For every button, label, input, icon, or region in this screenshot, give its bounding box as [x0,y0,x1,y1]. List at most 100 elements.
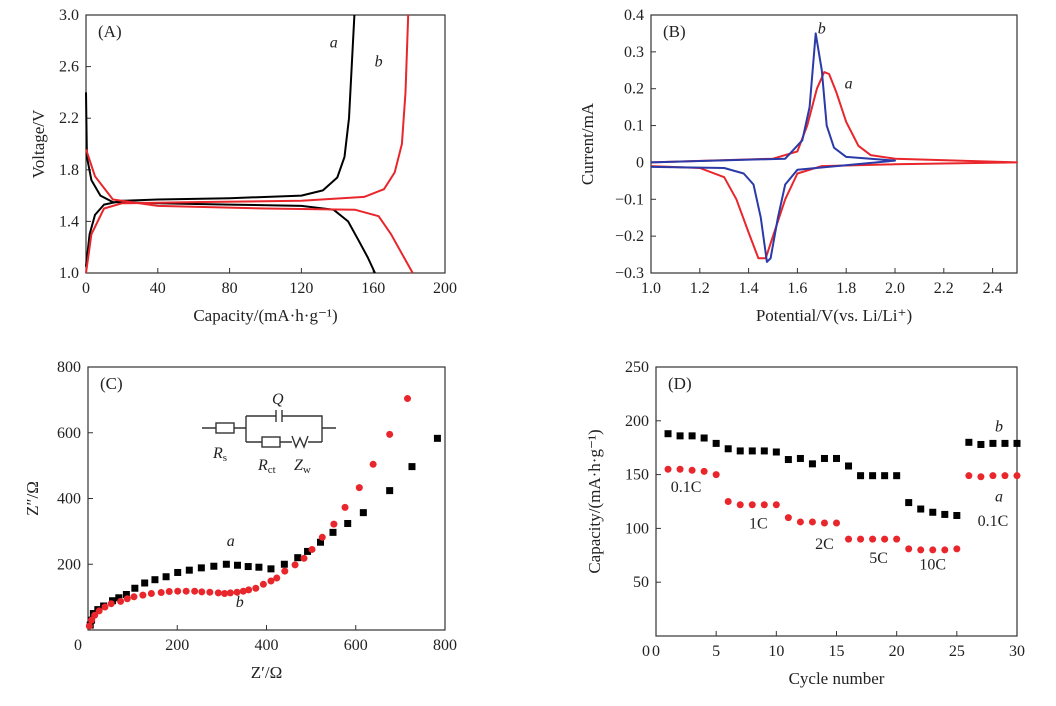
data-point-a [772,501,780,509]
series-line-b [85,148,414,274]
data-point-a [881,535,889,543]
data-point-a [233,561,241,569]
data-point-b [198,588,206,596]
y-tick-label: 0.2 [624,81,644,98]
resistor-rct [261,436,281,448]
label-zw: Zw [294,457,311,476]
data-point-b [724,445,732,453]
data-point-a [845,535,853,543]
data-point-a [267,565,275,573]
y-tick-label: 0.4 [624,7,644,24]
y-tick-label: 0.1 [624,118,644,135]
annotation: 0.1C [671,479,702,496]
annotation: 5C [869,550,888,567]
data-point-a [929,546,937,554]
x-tick-label: 0 [652,643,660,660]
data-point-b [989,439,997,447]
x-tick-label: 200 [165,637,189,654]
data-point-b [929,508,937,516]
data-point-b [941,510,949,518]
y-tick-label: −0.3 [615,265,644,282]
circuit-wires [202,415,336,443]
data-point-a [688,466,696,474]
y-tick-label: 800 [57,359,81,376]
data-point-b [206,588,214,596]
y-tick-label: 400 [57,491,81,508]
data-point-b [174,587,182,595]
capacitor-q [275,410,283,422]
data-point-b [772,448,780,456]
y-tick-label: 3.0 [59,7,79,24]
data-point-a [141,579,149,587]
series-line-a [650,71,1018,260]
data-point-a [941,546,949,554]
data-point-a [676,465,684,473]
data-point-b [820,454,828,462]
origin-label: 0 [642,643,650,660]
data-point-a [760,501,768,509]
x-tick-label: 1.4 [739,280,759,297]
data-point-a [433,434,441,442]
data-point-b [107,600,115,608]
x-tick-label: 10 [768,643,784,660]
data-point-a [174,568,182,576]
data-point-a [280,560,288,568]
data-point-b [239,587,247,595]
data-point-b [245,586,253,594]
data-point-b [893,472,901,480]
data-point-b [917,505,925,513]
data-point-b [95,607,103,615]
data-point-b [1001,439,1009,447]
y-tick-label: 0 [636,154,644,171]
series-line-a [85,14,356,267]
data-point-b [157,589,165,597]
data-point-a [917,546,925,554]
data-point-a [304,547,312,555]
x-axis-label: Potential/V(vs. Li/Li⁺) [756,306,912,325]
data-point-b [712,439,720,447]
x-tick-label: 5 [712,643,720,660]
data-point-b [191,587,199,595]
y-tick-label: 150 [625,467,649,484]
data-point-a [316,538,324,546]
y-tick-label: 2.6 [59,59,79,76]
data-point-a [712,471,720,479]
data-point-b [259,580,267,588]
data-point-b [664,430,672,438]
series-line-a [85,92,376,274]
data-point-b [233,588,241,596]
x-axis-label: Z′/Ω [251,663,282,682]
x-tick-label: 600 [344,637,368,654]
x-tick-label: 15 [829,643,845,660]
data-point-b [273,574,281,582]
data-point-b [252,584,260,592]
annotation: b [995,419,1003,436]
data-point-b [221,590,229,598]
data-point-a [344,519,352,527]
data-point-a [905,545,913,553]
data-point-b [736,447,744,455]
data-point-a [1013,472,1021,480]
data-point-a [151,576,159,584]
x-tick-label: 30 [1009,643,1025,660]
data-point-a [965,472,973,480]
series-line-b [650,32,896,263]
annotation: b [818,20,826,37]
data-point-b [355,484,363,492]
x-tick-label: 2.0 [885,280,905,297]
data-point-b [281,567,289,575]
data-point-b [676,432,684,440]
plot-frame [650,14,1018,274]
data-point-a [748,501,756,509]
data-point-b [369,460,377,468]
data-point-b [101,603,109,611]
data-point-b [165,588,173,596]
panel-label: (C) [100,374,123,393]
data-point-b [123,595,131,603]
data-point-b [881,472,889,480]
x-tick-label: 1.8 [836,280,856,297]
data-point-b [688,432,696,440]
panel-label: (A) [98,22,122,41]
data-point-b [182,587,190,595]
